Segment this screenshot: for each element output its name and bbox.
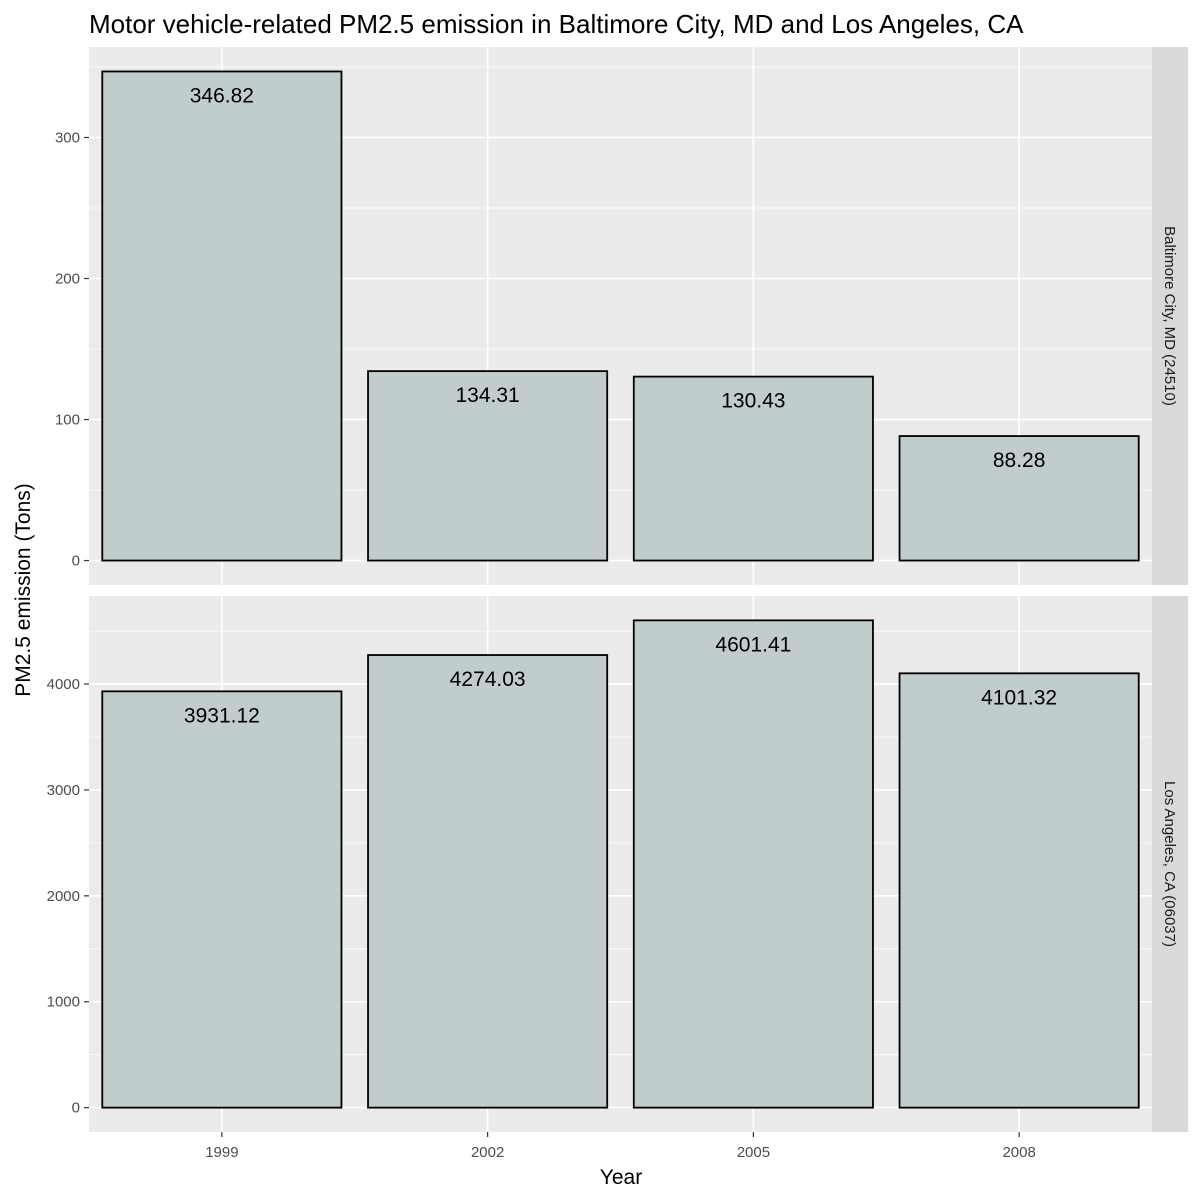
x-axis-title: Year [600,1166,642,1189]
y-tick-label: 4000 [47,676,80,693]
facet-strip [1152,596,1188,1132]
y-tick-label: 200 [55,271,80,288]
bar-value-label: 134.31 [456,384,520,407]
bar-2005 [632,619,874,1109]
x-tick-label: 2008 [1002,1144,1035,1161]
y-axis-title: PM2.5 emission (Tons) [12,483,35,697]
panel-1: 346.82 134.31 130.43 88.28 0 100 200 300 Baltimo… [55,47,1188,585]
facet-strip-label: Los Angeles, CA (06037) [1161,781,1178,947]
facet-strip [1152,47,1188,585]
y-tick-label: 300 [55,129,80,146]
x-tick-label: 2002 [471,1144,504,1161]
chart-title: Motor vehicle-related PM2.5 emission in … [89,9,1024,39]
panel-2: 3931.12 4274.03 4601.41 4101.32 0 1000 2000 300… [47,596,1188,1132]
bar-value-label: 4601.41 [715,633,791,656]
bar-2002 [367,370,609,562]
bar-value-label: 3931.12 [184,704,260,727]
bar-value-label: 130.43 [721,390,785,413]
y-tick-label: 0 [72,553,80,570]
bar-value-label: 4101.32 [981,686,1057,709]
bar-1999 [101,690,343,1109]
facet-strip-label: Baltimore City, MD (24510) [1161,226,1178,406]
bar-1999 [101,70,343,562]
bar-value-label: 346.82 [190,84,254,107]
y-tick-label: 100 [55,412,80,429]
y-tick-label: 0 [72,1100,80,1117]
y-tick-label: 3000 [47,782,80,799]
y-tick-label: 1000 [47,994,80,1011]
x-tick-label: 2005 [737,1144,770,1161]
panels: 346.82 134.31 130.43 88.28 0 100 200 300 Baltimo… [47,47,1188,1132]
y-tick-label: 2000 [47,888,80,905]
bar-2008 [898,672,1140,1109]
x-tick-label: 1999 [205,1144,238,1161]
bar-2008 [898,435,1140,562]
bar-2005 [632,375,874,562]
bar-2002 [367,654,609,1109]
x-axis: 1999 2002 2005 2008 [205,1132,1036,1161]
bar-value-label: 4274.03 [450,668,526,691]
bar-value-label: 88.28 [993,449,1046,472]
